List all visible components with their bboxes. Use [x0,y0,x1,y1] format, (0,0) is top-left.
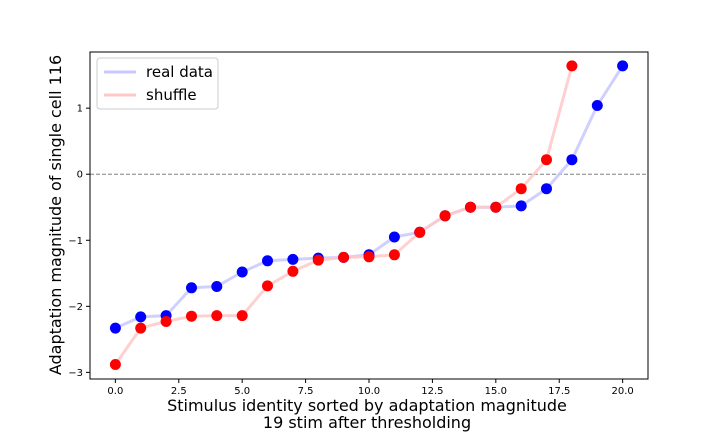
y-tick-label: −3 [68,368,83,379]
x-axis-label: Stimulus identity sorted by adaptation m… [167,396,567,415]
data-point-real-data [566,154,578,166]
data-point-shuffle [312,254,324,266]
data-point-shuffle [490,201,502,213]
y-axis-label: Adaptation magnitude of single cell 116 [46,55,65,375]
x-axis: 0.0 2.5 5.0 7.5 10.0 12.5 15.0 17.5 20.0 [107,379,634,397]
data-point-shuffle [363,251,375,263]
legend-label-shuffle: shuffle [146,86,197,104]
data-point-shuffle [515,183,527,195]
data-point-real-data [236,266,248,278]
data-point-shuffle [287,265,299,277]
data-point-shuffle [109,359,121,370]
x-axis-label-secondary: 19 stim after thresholding [263,413,471,432]
y-tick-label: 0 [77,170,83,181]
data-point-shuffle [541,154,552,166]
data-point-real-data [591,100,603,111]
series-line-shuffle [114,65,574,366]
x-tick-label: 12.5 [421,386,443,397]
y-tick-label: 1 [77,104,83,115]
data-point-shuffle [135,322,147,334]
data-point-shuffle [439,210,451,222]
x-tick-label: 7.5 [298,386,314,397]
data-point-real-data [186,282,197,294]
data-point-shuffle [262,280,273,292]
data-point-shuffle [566,60,578,72]
legend-label-real-data: real data [146,63,213,81]
data-point-shuffle [414,226,426,238]
data-point-shuffle [388,249,400,261]
data-point-shuffle [160,316,172,327]
data-point-shuffle [338,251,350,263]
x-tick-label: 2.5 [171,386,187,397]
data-point-real-data [262,255,273,267]
data-point-real-data [287,253,299,265]
data-point-real-data [541,183,552,195]
data-point-real-data [515,200,527,212]
data-point-real-data [388,231,400,243]
x-tick-label: 17.5 [548,386,570,397]
data-point-real-data [211,281,223,292]
series-markers [109,60,629,370]
data-point-shuffle [211,310,223,322]
data-point-shuffle [465,201,476,213]
x-tick-label: 20.0 [612,386,634,397]
x-tick-label: 15.0 [485,386,507,397]
y-axis: −3 −2 −1 0 1 [68,104,90,379]
data-point-shuffle [236,310,248,322]
x-tick-label: 5.0 [234,386,250,397]
x-tick-label: 10.0 [358,386,380,397]
legend: real data shuffle [96,57,219,110]
y-tick-label: −2 [68,302,83,313]
data-point-shuffle [186,310,197,322]
data-point-real-data [135,311,147,323]
data-point-real-data [617,60,629,72]
data-point-real-data [109,322,121,334]
x-tick-label: 0.0 [107,386,123,397]
y-tick-label: −1 [68,236,83,247]
